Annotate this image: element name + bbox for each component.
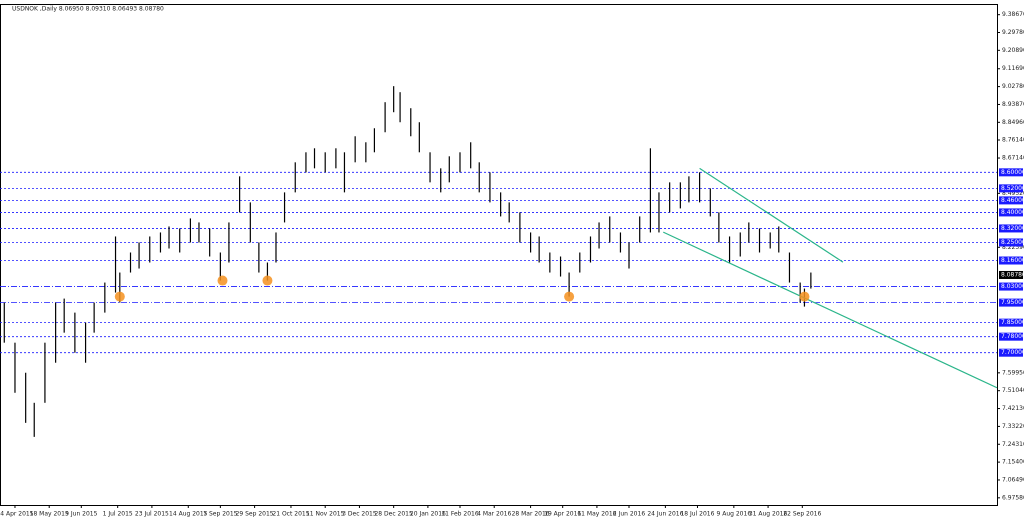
y-tick-label: 7.33220	[1002, 423, 1024, 430]
y-tick-label: 6.97580	[1002, 494, 1024, 501]
y-tick-label: 8.76140	[1002, 136, 1024, 143]
current-price-box	[999, 270, 1023, 279]
level-label: 8.40000	[1001, 209, 1024, 216]
level-label: 8.03000	[1001, 283, 1024, 290]
y-tick-label: 7.15400	[1002, 459, 1024, 466]
x-tick-label: 9 Aug 2016	[717, 511, 752, 518]
y-tick-label: 7.42130	[1002, 405, 1024, 412]
level-label: 8.16000	[1001, 257, 1024, 264]
level-label: 8.32000	[1001, 225, 1024, 232]
level-label-box	[999, 282, 1023, 291]
touch-marker	[564, 291, 575, 302]
level-label: 7.85000	[1001, 319, 1024, 326]
touch-marker	[217, 275, 228, 286]
level-label-box	[999, 348, 1023, 357]
x-tick-label: 14 Aug 2015	[169, 511, 208, 518]
y-tick-label: 7.06490	[1002, 476, 1024, 483]
y-tick-label: 9.38670	[1002, 11, 1024, 18]
level-label-box	[999, 238, 1023, 247]
level-label-box	[999, 318, 1023, 327]
trendline	[699, 167, 844, 263]
level-label-box	[999, 184, 1023, 193]
x-tick-label: 18 Jul 2016	[680, 511, 714, 518]
y-tick-label: 9.29780	[1002, 29, 1024, 36]
x-tick-label: 21 Oct 2015	[272, 511, 309, 518]
current-price-label: 8.08780	[1001, 271, 1024, 278]
level-label-box	[999, 208, 1023, 217]
level-label: 7.78000	[1001, 333, 1024, 340]
x-tick-label: 11 May 2016	[577, 511, 616, 518]
x-tick-label: 28 Dec 2015	[374, 511, 413, 518]
touch-marker	[799, 291, 810, 302]
x-tick-label: 23 Jul 2015	[135, 511, 169, 518]
level-label: 8.60000	[1001, 169, 1024, 176]
x-tick-label: 24 Jun 2016	[647, 511, 683, 518]
x-tick-label: 28 Mar 2016	[512, 511, 550, 518]
level-label-box	[999, 224, 1023, 233]
y-tick-label: 7.51040	[1002, 387, 1024, 394]
x-tick-label: 19 Apr 2016	[544, 511, 581, 518]
level-label-box	[999, 332, 1023, 341]
trendline	[662, 231, 998, 389]
x-tick-label: 31 Aug 2016	[749, 511, 788, 518]
x-tick-label: 7 Sep 2015	[203, 511, 237, 518]
y-tick-label: 8.22590	[1002, 244, 1024, 251]
y-tick-label: 7.24310	[1002, 441, 1024, 448]
touch-marker	[114, 291, 125, 302]
x-tick-label: 2 Jun 2016	[613, 511, 645, 518]
level-label: 8.46000	[1001, 197, 1024, 204]
y-tick-label: 9.02780	[1002, 83, 1024, 90]
x-tick-label: 3 Dec 2015	[342, 511, 377, 518]
y-tick-label: 8.67140	[1002, 155, 1024, 162]
level-label: 7.70000	[1001, 349, 1024, 356]
y-tick-label: 8.84960	[1002, 119, 1024, 126]
y-tick-label: 9.20890	[1002, 47, 1024, 54]
x-tick-label: 24 Apr 2015	[0, 511, 34, 518]
x-tick-label: 18 May 2015	[30, 511, 69, 518]
x-tick-label: 29 Sep 2015	[236, 511, 274, 518]
y-tick-label: 9.11690	[1002, 65, 1024, 72]
y-tick-label: 7.59950	[1002, 369, 1024, 376]
level-label-box	[999, 256, 1023, 265]
level-label-box	[999, 168, 1023, 177]
x-tick-label: 9 Jun 2015	[65, 511, 97, 518]
x-tick-label: 11 Feb 2016	[441, 511, 479, 518]
level-label-box	[999, 298, 1023, 307]
touch-marker	[262, 275, 273, 286]
x-tick-label: 20 Jan 2016	[410, 511, 446, 518]
x-tick-label: 4 Mar 2016	[477, 511, 511, 518]
y-tick-label: 8.93870	[1002, 101, 1024, 108]
level-label: 8.25000	[1001, 239, 1024, 246]
level-label: 8.52000	[1001, 185, 1024, 192]
level-label-box	[999, 196, 1023, 205]
chart-title: USDNOK ,Daily 8.06950 8.09310 8.06493 8.…	[12, 6, 164, 13]
x-tick-label: 22 Sep 2016	[783, 511, 821, 518]
y-tick-label: 8.49520	[1002, 190, 1024, 197]
level-label: 7.95000	[1001, 299, 1024, 306]
x-tick-label: 1 Jul 2015	[103, 511, 133, 518]
x-tick-label: 11 Nov 2015	[306, 511, 345, 518]
